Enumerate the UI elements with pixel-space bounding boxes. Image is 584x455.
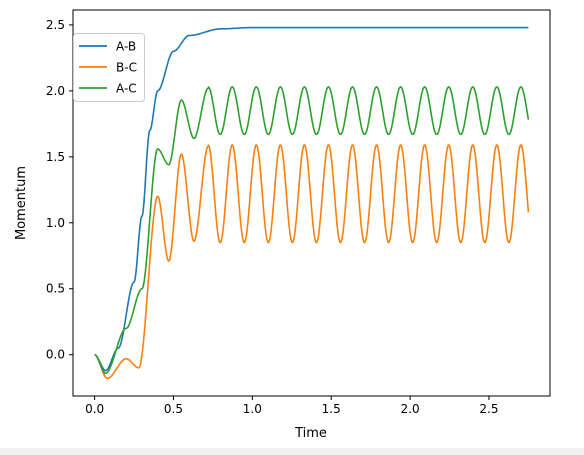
axes-frame bbox=[72, 9, 551, 397]
series-line-b-c bbox=[94, 144, 530, 380]
y-axis-ticks: 0.0 0.5 1.0 1.5 2.0 2.5 bbox=[46, 18, 73, 362]
x-tick-label: 2.5 bbox=[479, 402, 498, 416]
x-axis-label: Time bbox=[294, 426, 327, 441]
y-axis-label: Momentum bbox=[14, 166, 29, 240]
y-tick-label: 2.0 bbox=[46, 84, 65, 98]
x-axis-ticks: 0.0 0.5 1.0 1.5 2.0 2.5 bbox=[85, 396, 499, 416]
legend-label: A-C bbox=[116, 82, 137, 96]
x-tick-label: 1.5 bbox=[322, 402, 341, 416]
x-tick-label: 2.0 bbox=[401, 402, 420, 416]
y-tick-label: 1.0 bbox=[46, 216, 65, 230]
x-tick-label: 0.5 bbox=[164, 402, 183, 416]
series-line-a-b bbox=[94, 26, 529, 372]
legend-label: A-B bbox=[116, 40, 136, 54]
y-tick-label: 0.0 bbox=[46, 348, 65, 362]
legend-box bbox=[73, 33, 145, 102]
series-line-a-c bbox=[94, 86, 530, 374]
y-tick-label: 1.5 bbox=[46, 150, 65, 164]
x-tick-label: 1.0 bbox=[243, 402, 262, 416]
x-tick-label: 0.0 bbox=[85, 402, 104, 416]
legend-label: B-C bbox=[116, 61, 137, 75]
y-tick-label: 2.5 bbox=[46, 18, 65, 32]
legend: A-B B-C A-C bbox=[73, 33, 145, 102]
y-tick-label: 0.5 bbox=[46, 282, 65, 296]
series-layer bbox=[94, 26, 530, 380]
window-bottom-strip bbox=[0, 448, 584, 455]
